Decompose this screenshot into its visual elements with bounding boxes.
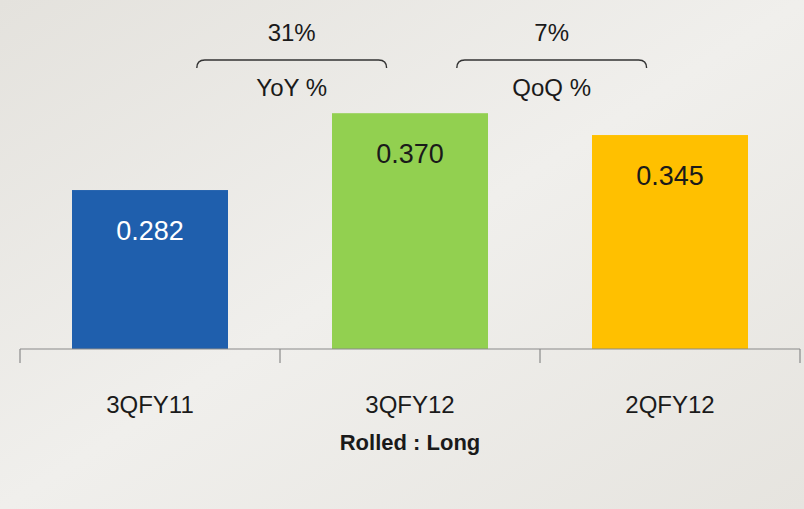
bar [592, 135, 748, 349]
data-label: 0.370 [376, 139, 444, 169]
bar [72, 190, 228, 349]
x-tick [279, 349, 280, 363]
x-tick-label: 3QFY12 [365, 391, 454, 418]
x-axis [20, 348, 800, 349]
chart: 0.282 0.370 0.345 3QFY11 3QFY12 2QFY12 Rolled … [0, 0, 804, 509]
x-tick [19, 349, 20, 363]
bracket [457, 60, 647, 68]
bracket [197, 60, 387, 68]
bar [332, 113, 488, 349]
x-tick-label: 2QFY12 [625, 391, 714, 418]
x-tick-label: 3QFY11 [106, 391, 194, 418]
annotation-label: QoQ % [512, 74, 591, 101]
annotation-value: 7% [534, 19, 569, 46]
x-tick [539, 349, 540, 363]
x-tick [799, 349, 800, 363]
data-label: 0.282 [116, 216, 184, 246]
x-axis-title: Rolled : Long [340, 430, 481, 455]
bars [72, 113, 748, 349]
background [0, 0, 804, 509]
data-label: 0.345 [636, 161, 704, 191]
annotation-value: 31% [268, 19, 316, 46]
annotation-label: YoY % [256, 74, 327, 101]
